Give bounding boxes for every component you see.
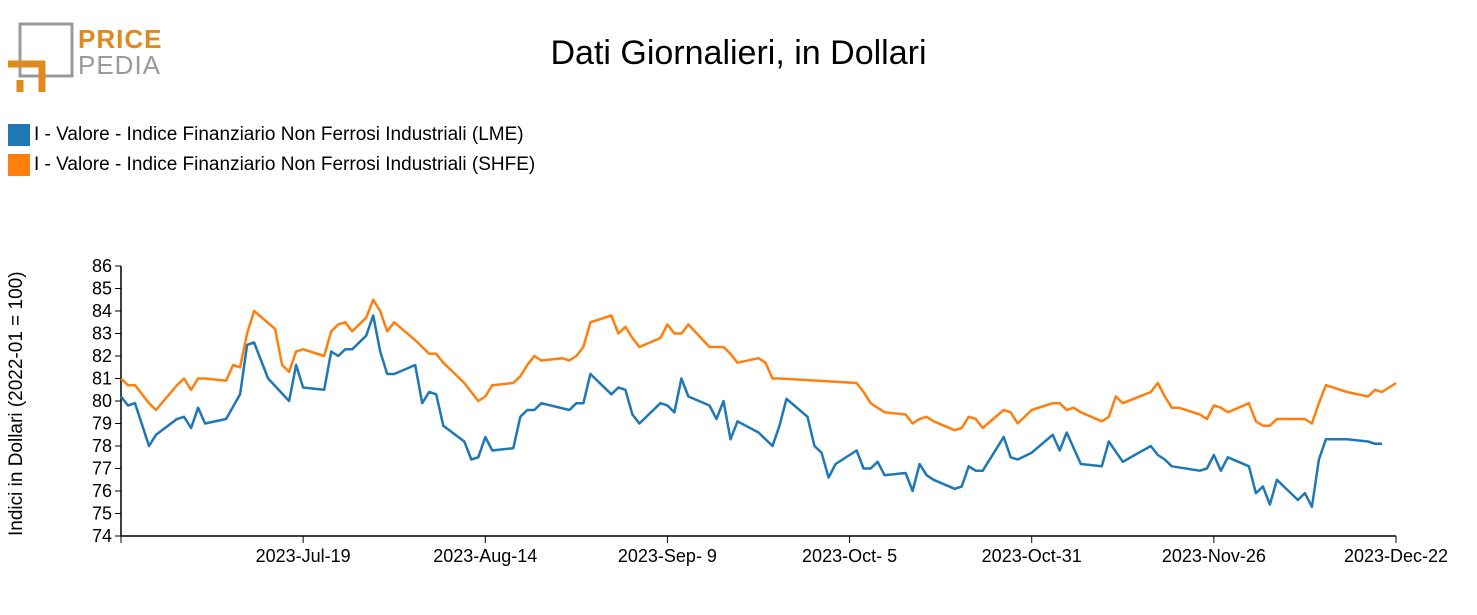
y-tick-label: 78 <box>92 436 112 456</box>
y-tick-label: 74 <box>92 526 112 546</box>
logo-text-pedia: PEDIA <box>78 50 162 80</box>
y-tick-label: 77 <box>92 459 112 479</box>
y-tick-label: 79 <box>92 414 112 434</box>
y-tick-label: 76 <box>92 481 112 501</box>
legend-label-lme: I - Valore - Indice Finanziario Non Ferr… <box>34 124 524 145</box>
y-tick-label: 84 <box>92 301 112 321</box>
y-tick-label: 83 <box>92 324 112 344</box>
x-tick-label: 2023-Aug-14 <box>433 546 537 566</box>
logo-mark-icon <box>8 22 74 92</box>
x-tick-label: 2023-Sep- 9 <box>618 546 717 566</box>
legend-swatch-shfe <box>8 154 30 176</box>
x-tick-label: 2023-Dec-22 <box>1344 546 1448 566</box>
y-tick-label: 80 <box>92 391 112 411</box>
legend-label-shfe: I - Valore - Indice Finanziario Non Ferr… <box>34 154 536 175</box>
logo-text-price: PRICE <box>78 24 163 54</box>
chart-title: Dati Giornalieri, in Dollari <box>550 34 927 72</box>
pricepedia-logo: PRICE PEDIA <box>6 20 166 95</box>
x-tick-label: 2023-Jul-19 <box>256 546 351 566</box>
x-tick-label: 2023-Oct-31 <box>982 546 1082 566</box>
y-tick-label: 81 <box>92 369 112 389</box>
chart-legend: I - Valore - Indice Finanziario Non Ferr… <box>8 120 535 180</box>
y-tick-label: 85 <box>92 279 112 299</box>
legend-swatch-lme <box>8 124 30 146</box>
y-tick-label: 75 <box>92 504 112 524</box>
y-tick-label: 86 <box>92 256 112 276</box>
legend-item-lme: I - Valore - Indice Finanziario Non Ferr… <box>8 120 535 150</box>
series-line-lme <box>120 314 1382 509</box>
y-tick-label: 82 <box>92 346 112 366</box>
legend-item-shfe: I - Valore - Indice Finanziario Non Ferr… <box>8 150 535 180</box>
series-line-shfe <box>120 298 1397 432</box>
x-tick-label: 2023-Nov-26 <box>1162 546 1266 566</box>
x-tick-label: 2023-Oct- 5 <box>802 546 897 566</box>
